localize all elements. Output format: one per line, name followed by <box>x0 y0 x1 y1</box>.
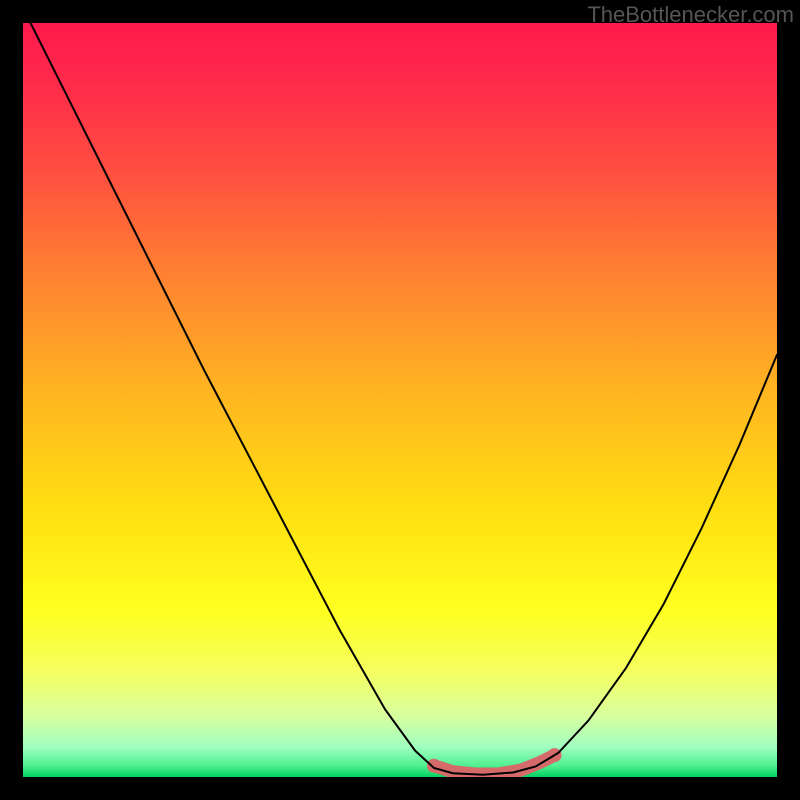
chart-svg <box>23 23 777 777</box>
highlight-segment <box>434 755 555 774</box>
chart-container: TheBottlenecker.com <box>0 0 800 800</box>
bottleneck-curve <box>31 23 777 775</box>
plot-area <box>23 23 777 777</box>
highlight-start-dot <box>427 759 441 773</box>
watermark-text: TheBottlenecker.com <box>587 2 794 28</box>
